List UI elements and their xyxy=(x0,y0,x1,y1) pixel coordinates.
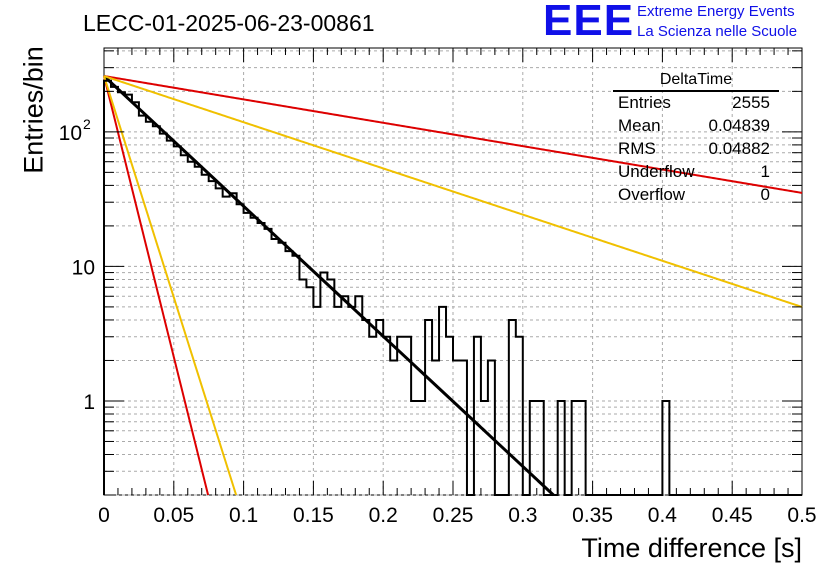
stats-divider xyxy=(613,90,779,92)
y-tick-label: 10 xyxy=(59,122,82,145)
stats-label: Entries xyxy=(618,93,671,112)
x-tick-label: 0.15 xyxy=(293,504,334,527)
x-tick-label: 0.45 xyxy=(712,504,753,527)
stats-row-rms: RMS 0.04882 xyxy=(618,139,770,161)
stats-label: RMS xyxy=(618,139,656,158)
y-tick-label-exponent: 2 xyxy=(83,116,91,132)
fit-curve xyxy=(103,75,803,308)
x-tick-label: 0.2 xyxy=(369,504,398,527)
histogram-outline xyxy=(103,79,802,496)
stats-box: DeltaTime Entries 2555 Mean 0.04839 RMS … xyxy=(613,71,779,213)
stats-label: Mean xyxy=(618,116,661,135)
stats-value: 0.04839 xyxy=(708,116,770,135)
stats-label: Overflow xyxy=(618,185,686,204)
y-axis-label: Entries/bin xyxy=(18,46,49,174)
stats-row-mean: Mean 0.04839 xyxy=(618,116,770,138)
stats-row-entries: Entries 2555 xyxy=(618,93,770,115)
x-tick-label: 0 xyxy=(98,504,110,527)
axis-ticks xyxy=(103,48,803,496)
y-tick-label: 1 xyxy=(83,391,95,414)
stats-value: 0 xyxy=(760,185,770,204)
fit-curve xyxy=(103,75,803,194)
logo-text-line1: Extreme Energy Events xyxy=(637,3,795,20)
x-tick-label: 0.3 xyxy=(508,504,537,527)
eee-logo: EEE xyxy=(543,0,635,45)
y-tick-label: 10 xyxy=(72,256,95,279)
stats-value: 1 xyxy=(760,162,770,181)
x-tick-label: 0.5 xyxy=(787,504,816,527)
x-tick-label: 0.25 xyxy=(433,504,474,527)
stats-value: 0.04882 xyxy=(708,139,770,158)
fit-curve xyxy=(103,75,210,496)
stats-value: 2555 xyxy=(732,93,770,112)
logo-text-line2: La Scienza nelle Scuole xyxy=(637,23,798,40)
stats-row-overflow: Overflow 0 xyxy=(618,185,770,207)
x-tick-label: 0.4 xyxy=(648,504,678,527)
x-axis-label: Time difference [s] xyxy=(581,533,802,563)
x-tick-label: 0.1 xyxy=(229,504,258,527)
fit-curve xyxy=(103,75,238,496)
x-tick-label: 0.05 xyxy=(153,504,194,527)
stats-title: DeltaTime xyxy=(659,71,733,88)
x-tick-label: 0.35 xyxy=(572,504,613,527)
run-title: LECC-01-2025-06-23-00861 xyxy=(83,10,375,36)
stats-row-underflow: Underflow 1 xyxy=(618,162,770,184)
stats-label: Underflow xyxy=(618,162,695,181)
tick-labels: 0 0.05 0.1 0.15 0.2 0.25 0.3 0.35 0.4 0.45 0.51101… xyxy=(59,116,817,527)
histogram-bars xyxy=(103,79,802,496)
